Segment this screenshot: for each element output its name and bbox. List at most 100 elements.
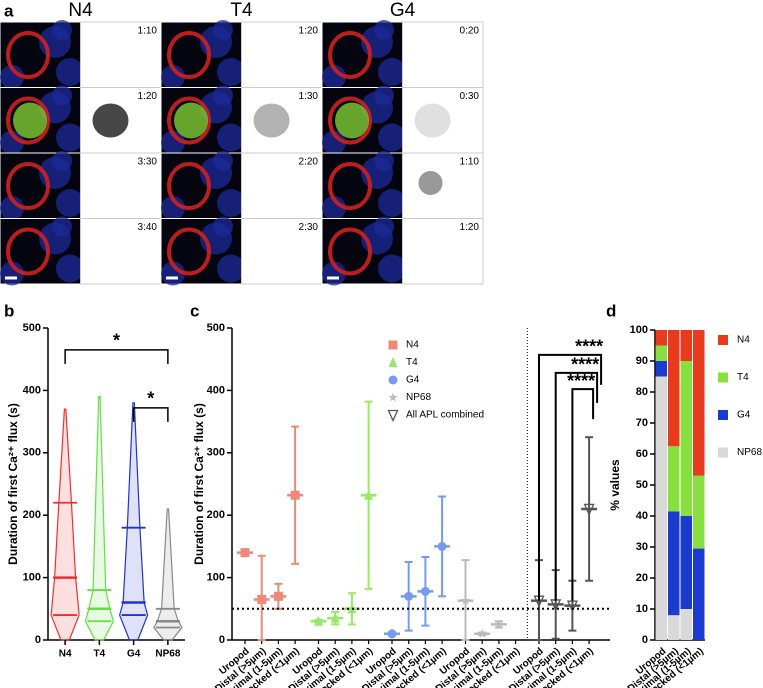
calcium-signal <box>335 102 369 139</box>
time-label: 0:20 <box>460 26 480 37</box>
mean-marker <box>494 619 504 629</box>
nucleus <box>378 189 406 217</box>
y-tick-label: 90 <box>636 355 648 367</box>
panel-label: a <box>4 1 14 20</box>
nucleus <box>378 58 406 86</box>
time-label: 2:30 <box>299 222 319 233</box>
nucleus <box>213 85 233 106</box>
time-label: 3:30 <box>138 157 158 168</box>
nucleus <box>322 196 346 220</box>
nucleus <box>378 254 406 283</box>
legend-marker <box>387 409 399 423</box>
mean-marker <box>290 490 300 500</box>
nucleus <box>217 254 245 283</box>
time-label: 0:30 <box>460 91 480 102</box>
x-tick-label: G4 <box>127 649 141 660</box>
significance-label: **** <box>567 371 595 391</box>
significance-bracket <box>554 371 599 601</box>
micrograph-row: 0:20 <box>321 20 484 89</box>
legend-label: N4 <box>737 335 750 346</box>
bar-segment <box>680 330 692 361</box>
grayscale-image <box>241 218 323 285</box>
y-tick-label: 0 <box>219 634 225 646</box>
mean-marker <box>257 594 267 604</box>
y-tick-label: 100 <box>630 324 648 336</box>
time-label: 1:20 <box>460 222 480 233</box>
x-tick-label: N4 <box>59 649 72 660</box>
y-axis-label: Duration of first Ca²⁺ flux (s) <box>192 403 206 565</box>
bar-segment <box>693 475 705 549</box>
legend-label: All APL combined <box>406 410 484 421</box>
bar-segment <box>668 330 680 447</box>
significance-bracket <box>538 353 603 601</box>
legend-label: T4 <box>737 372 749 383</box>
y-tick-label: 200 <box>23 509 41 521</box>
grayscale-image <box>402 218 484 285</box>
cell <box>6 96 50 145</box>
mean-marker <box>566 600 578 613</box>
cell <box>328 162 372 210</box>
micrograph-row: 0:30 <box>321 85 484 155</box>
nucleus <box>52 151 72 171</box>
y-tick-label: 500 <box>207 322 225 334</box>
cell <box>328 31 372 79</box>
bar-segment <box>693 548 705 640</box>
significance-bracket <box>64 349 169 364</box>
cell <box>6 162 50 210</box>
calcium-signal <box>13 102 47 139</box>
nucleus <box>0 65 24 89</box>
micrograph-row: 2:30 <box>160 216 323 286</box>
mean-marker <box>314 615 323 626</box>
bar-segment <box>680 361 692 516</box>
bar-segment <box>655 330 667 346</box>
cell <box>328 96 372 145</box>
cell <box>167 227 211 276</box>
grayscale-image <box>241 21 323 88</box>
bar-segment <box>655 345 667 361</box>
legend-swatch <box>718 447 728 458</box>
y-tick-label: 40 <box>636 510 648 522</box>
y-tick-label: 0 <box>35 634 41 646</box>
nucleus <box>52 85 72 106</box>
mean-marker <box>477 628 487 638</box>
nucleus <box>378 123 406 152</box>
micrograph-row: 1:20 <box>321 216 484 286</box>
time-label: 1:20 <box>299 26 319 37</box>
significance-label: **** <box>575 337 603 357</box>
nucleus <box>52 216 72 237</box>
y-tick-label: 400 <box>23 384 41 396</box>
legend-label: N4 <box>406 340 419 351</box>
nucleus <box>217 58 245 86</box>
cell <box>328 227 372 276</box>
x-tick-label: NP68 <box>155 649 180 660</box>
y-tick-label: 500 <box>23 322 41 334</box>
nucleus <box>161 196 185 220</box>
nucleus <box>56 254 84 283</box>
legend-label: G4 <box>406 375 420 386</box>
condition-label: G4 <box>390 0 416 21</box>
legend-marker <box>388 357 398 367</box>
micrograph-row: 1:20 <box>0 85 162 155</box>
nucleus <box>0 196 24 220</box>
micrograph-row: 1:30 <box>160 85 323 155</box>
significance-label: * <box>113 331 120 351</box>
calcium-signal <box>174 102 208 139</box>
bar-segment <box>680 609 692 640</box>
mean-marker <box>437 541 447 551</box>
legend-label: NP68 <box>737 447 762 458</box>
legend-marker <box>388 375 398 385</box>
bar-segment <box>655 376 667 640</box>
y-tick-label: 200 <box>207 509 225 521</box>
panel-label: b <box>4 301 14 320</box>
nucleus <box>213 216 233 237</box>
micrograph-row: 1:20 <box>160 20 323 89</box>
bar-segment <box>693 330 705 476</box>
nucleus <box>374 20 394 40</box>
nucleus <box>161 130 185 155</box>
micrograph-row: 3:40 <box>0 216 162 286</box>
nucleus <box>322 130 346 155</box>
nucleus <box>213 151 233 171</box>
mean-marker <box>273 591 283 601</box>
significance-label: **** <box>571 355 599 375</box>
x-tick-label: T4 <box>94 649 106 660</box>
